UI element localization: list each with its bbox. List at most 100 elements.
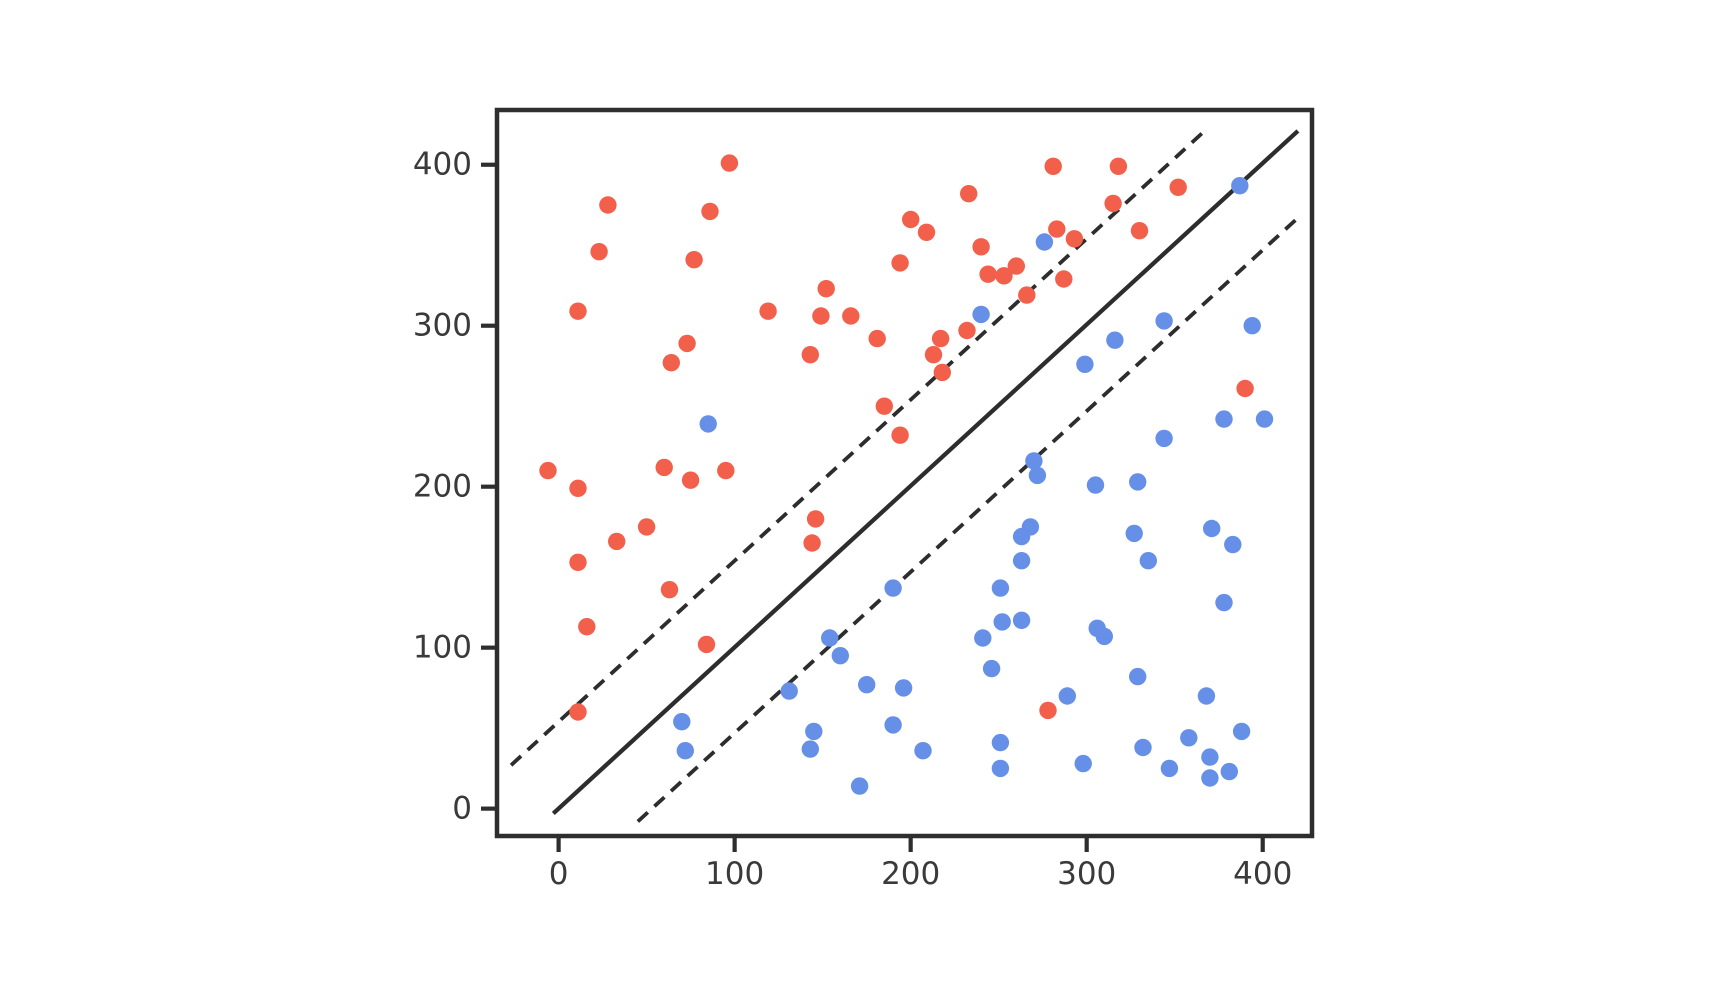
x-tick-label: 200: [881, 856, 940, 892]
scatter-point-blue-class: [1224, 535, 1242, 554]
scatter-point-red-class: [697, 635, 716, 654]
scatter-point-blue-class: [1058, 687, 1077, 705]
scatter-point-blue-class: [1255, 410, 1274, 428]
scatter-point-blue-class: [1243, 317, 1261, 335]
scatter-point-blue-class: [1035, 233, 1054, 251]
scatter-point-red-class: [578, 618, 596, 636]
scatter-point-blue-class: [780, 682, 798, 700]
scatter-point-blue-class: [821, 629, 839, 647]
scatter-point-blue-class: [673, 713, 691, 731]
scatter-point-blue-class: [1220, 762, 1239, 781]
scatter-point-blue-class: [1203, 519, 1221, 538]
scatter-point-red-class: [875, 397, 893, 415]
scatter-point-blue-class: [801, 740, 819, 758]
scatter-point-red-class: [1065, 230, 1084, 248]
blue-class-points-group: [673, 177, 1274, 795]
scatter-point-blue-class: [1201, 769, 1219, 787]
scatter-point-blue-class: [1012, 552, 1031, 570]
scatter-point-red-class: [958, 321, 976, 340]
scatter-point-red-class: [681, 471, 700, 489]
scatter-point-blue-class: [1086, 476, 1105, 494]
scatter-point-red-class: [933, 363, 951, 382]
scatter-point-blue-class: [1232, 722, 1251, 741]
scatter-point-red-class: [806, 510, 825, 528]
scatter-point-red-class: [1039, 701, 1057, 720]
scatter-point-red-class: [655, 458, 673, 477]
scatter-point-red-class: [720, 154, 739, 172]
scatter-point-red-class: [979, 265, 997, 283]
scatter-point-red-class: [539, 461, 557, 480]
scatter-point-red-class: [803, 534, 821, 552]
scatter-point-red-class: [1130, 222, 1149, 240]
scatter-point-blue-class: [850, 777, 869, 795]
scatter-point-blue-class: [991, 579, 1010, 597]
scatter-point-blue-class: [1160, 759, 1179, 778]
scatter-point-blue-class: [1106, 331, 1124, 349]
scatter-point-blue-class: [1012, 611, 1031, 629]
scatter-point-red-class: [678, 334, 696, 353]
y-tick-label: 0: [452, 791, 472, 827]
scatter-point-red-class: [660, 581, 679, 599]
scatter-point-blue-class: [1231, 177, 1249, 195]
scatter-point-blue-class: [1201, 748, 1219, 766]
scatter-point-blue-class: [858, 676, 876, 694]
scatter-point-blue-class: [1095, 627, 1114, 646]
scatter-point-red-class: [960, 185, 978, 203]
scatter-point-red-class: [995, 267, 1013, 285]
scatter-point-red-class: [972, 238, 990, 256]
scatter-point-red-class: [917, 223, 936, 241]
scatter-point-red-class: [1044, 157, 1062, 175]
scatter-point-red-class: [1007, 257, 1025, 275]
scatter-point-blue-class: [982, 659, 1001, 678]
scatter-point-red-class: [599, 196, 617, 214]
scatter-point-red-class: [902, 210, 920, 229]
scatter-point-blue-class: [805, 722, 823, 741]
red-class-points-group: [539, 154, 1254, 721]
scatter-point-blue-class: [831, 647, 849, 665]
y-tick-label: 200: [413, 469, 472, 505]
scatter-point-red-class: [662, 354, 680, 372]
scatter-point-blue-class: [1215, 410, 1233, 428]
scatter-point-blue-class: [1125, 524, 1143, 543]
scatter-point-blue-class: [972, 305, 990, 324]
scatter-point-red-class: [1018, 286, 1036, 304]
scatter-point-red-class: [817, 280, 835, 298]
scatter-point-red-class: [717, 461, 735, 480]
scatter-point-blue-class: [991, 733, 1010, 752]
scatter-point-red-class: [1109, 157, 1128, 175]
y-tick-label: 300: [413, 308, 472, 344]
x-tick-label: 300: [1057, 856, 1116, 892]
scatter-point-blue-class: [1139, 552, 1158, 570]
scatter-point-red-class: [891, 426, 909, 444]
scatter-point-red-class: [868, 329, 886, 348]
scatter-point-red-class: [569, 302, 587, 320]
scatter-point-red-class: [569, 703, 587, 721]
scatter-point-blue-class: [1180, 729, 1198, 747]
scatter-point-blue-class: [974, 629, 992, 647]
scatter-point-blue-class: [993, 613, 1011, 631]
scatter-point-red-class: [931, 329, 950, 348]
scatter-point-red-class: [1048, 220, 1066, 238]
scatter-point-blue-class: [1129, 667, 1147, 686]
y-tick-label: 100: [413, 630, 472, 666]
scatter-point-blue-class: [699, 415, 717, 433]
axes-frame: [494, 107, 1315, 839]
scatter-point-blue-class: [884, 716, 902, 734]
scatter-point-blue-class: [1028, 466, 1047, 485]
scatter-point-blue-class: [914, 742, 932, 760]
scatter-point-red-class: [590, 243, 608, 261]
scatter-point-blue-class: [1215, 593, 1233, 612]
scatter-point-blue-class: [884, 579, 902, 597]
lower-margin-line: [636, 216, 1300, 823]
x-tick-label: 0: [549, 856, 569, 892]
x-tick-label: 100: [705, 856, 764, 892]
scatter-point-red-class: [1236, 379, 1254, 398]
scatter-point-red-class: [842, 307, 860, 325]
scatter-point-red-class: [608, 532, 626, 551]
scatter-point-blue-class: [1155, 312, 1173, 330]
scatter-point-red-class: [1169, 178, 1187, 196]
scatter-point-red-class: [1055, 270, 1073, 288]
y-tick-label: 400: [413, 147, 472, 183]
